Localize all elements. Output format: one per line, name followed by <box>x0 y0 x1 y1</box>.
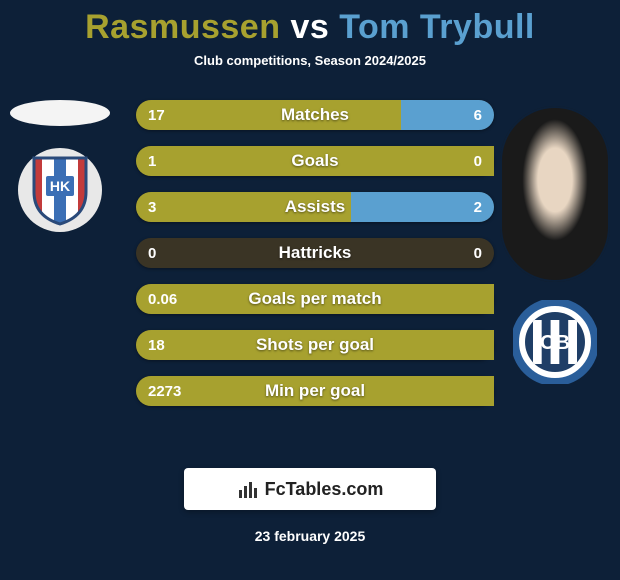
player1-club-badge: HK <box>18 148 102 232</box>
stat-row: 0.06Goals per match <box>136 284 494 314</box>
page-title: Rasmussen vs Tom Trybull <box>0 0 620 47</box>
stat-fill-right <box>351 192 494 222</box>
stat-value-left: 17 <box>148 107 165 124</box>
stat-row: 10Goals <box>136 146 494 176</box>
stat-row: 32Assists <box>136 192 494 222</box>
stat-fill-left <box>136 192 351 222</box>
subtitle: Club competitions, Season 2024/2025 <box>0 53 620 68</box>
stat-value-left: 0 <box>148 245 156 262</box>
right-column: OB <box>500 106 610 384</box>
player1-name: Rasmussen <box>85 8 280 46</box>
player2-avatar <box>500 106 610 282</box>
shield-icon: HK <box>30 154 90 226</box>
stat-row: 176Matches <box>136 100 494 130</box>
brand-badge[interactable]: FcTables.com <box>184 468 436 510</box>
player1-avatar-placeholder <box>10 100 110 126</box>
player2-club-badge: OB <box>513 300 597 384</box>
svg-text:OB: OB <box>540 332 570 354</box>
stat-fill-left <box>136 100 401 130</box>
stat-value-left: 18 <box>148 337 165 354</box>
svg-text:HK: HK <box>50 178 70 194</box>
vs-label: vs <box>290 8 329 46</box>
stat-row: 0 0Hattricks <box>136 238 494 268</box>
date-label: 23 february 2025 <box>0 528 620 544</box>
stat-fill-left <box>136 330 494 360</box>
stat-value-left: 0.06 <box>148 291 177 308</box>
comparison-panel: HK OB 176Matches10Goals32Assists00Hattri… <box>0 100 620 440</box>
left-column: HK <box>10 100 110 232</box>
stat-value-right: 6 <box>474 107 482 124</box>
stat-value-left: 1 <box>148 153 156 170</box>
stat-value-right: 0 <box>474 245 482 262</box>
stat-fill-left <box>136 284 494 314</box>
stat-value-left: 3 <box>148 199 156 216</box>
stat-value-right: 2 <box>474 199 482 216</box>
stat-bars: 176Matches10Goals32Assists00Hattricks0.0… <box>136 100 494 422</box>
player2-name: Tom Trybull <box>339 8 535 46</box>
brand-text: FcTables.com <box>265 479 384 500</box>
stat-fill-left <box>136 376 494 406</box>
chart-bars-icon <box>237 478 259 500</box>
stat-value-left: 2273 <box>148 383 181 400</box>
stat-row: 2273Min per goal <box>136 376 494 406</box>
stat-fill-left <box>136 146 494 176</box>
stat-row: 18Shots per goal <box>136 330 494 360</box>
stat-value-right: 0 <box>474 153 482 170</box>
stat-label: Hattricks <box>136 243 494 263</box>
club-circle-icon: OB <box>513 300 597 384</box>
